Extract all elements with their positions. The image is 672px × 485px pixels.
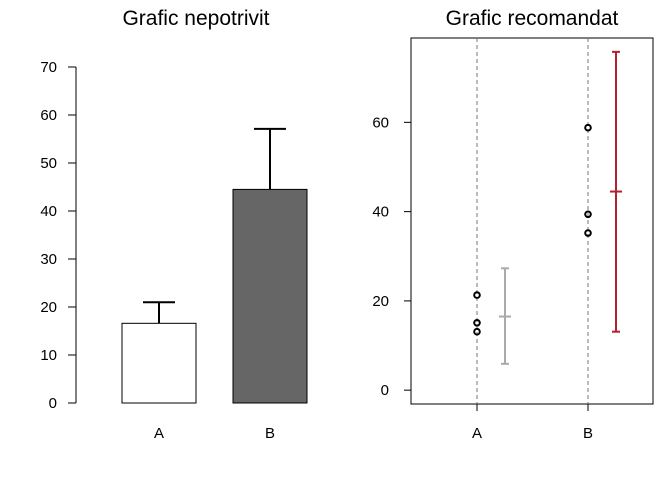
right-y-tick-label: 60 — [372, 114, 389, 131]
left-y-tick-label: 30 — [40, 251, 57, 268]
right-chart-title: Grafic recomandat — [446, 7, 619, 30]
x-label-A: A — [472, 425, 482, 442]
x-label-B: B — [265, 425, 275, 442]
bar-B — [232, 188, 308, 404]
data-point-B — [584, 229, 592, 237]
right-plot-frame — [410, 37, 654, 405]
data-point-B — [584, 123, 592, 132]
right-y-tick-label: 20 — [372, 293, 389, 310]
right-intervals — [499, 50, 622, 365]
left-y-tick-label: 40 — [40, 203, 57, 220]
data-point-A — [473, 327, 481, 336]
left-bars — [121, 127, 308, 404]
right-reference-lines — [476, 38, 589, 411]
right-y-tick-label: 40 — [372, 204, 389, 221]
left-y-tick-label: 20 — [40, 299, 57, 316]
right-points — [473, 123, 592, 336]
left-y-axis: 0 10 20 30 40 50 60 70 — [40, 59, 77, 412]
left-y-tick-label: 70 — [40, 59, 57, 76]
left-y-tick-label: 10 — [40, 347, 57, 364]
left-y-tick-label: 50 — [40, 155, 57, 172]
right-y-tick-label: 0 — [381, 382, 389, 399]
data-point-B — [584, 210, 592, 219]
x-label-B: B — [583, 425, 593, 442]
data-point-A — [473, 291, 481, 299]
left-chart-title: Grafic nepotrivit — [122, 7, 269, 30]
bar-A — [121, 322, 197, 404]
x-label-A: A — [154, 425, 164, 442]
data-point-A — [473, 318, 481, 327]
left-y-tick-label: 0 — [49, 395, 57, 412]
left-y-tick-label: 60 — [40, 107, 57, 124]
right-y-axis: 0 20 40 60 — [372, 114, 411, 399]
